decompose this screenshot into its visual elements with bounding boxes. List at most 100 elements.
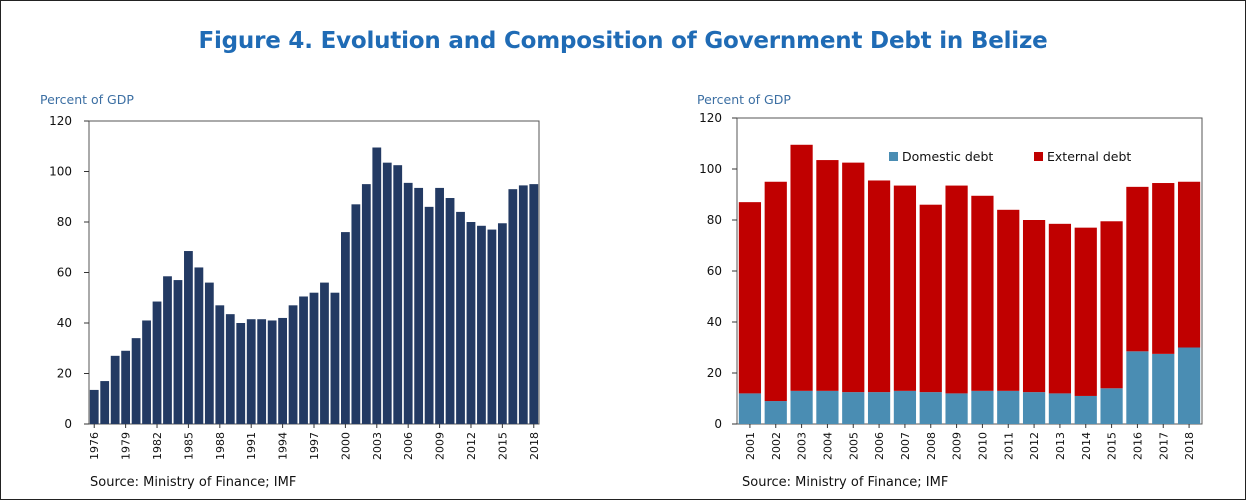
- left-bar-2005: [393, 165, 403, 424]
- right-x-tick-label: 2016: [1131, 432, 1144, 460]
- left-bar-2001: [351, 204, 361, 424]
- left-y-tick-label: 100: [49, 165, 72, 179]
- left-x-tick-label: 1976: [88, 432, 101, 460]
- left-y-tick-label: 0: [64, 417, 72, 431]
- external-debt-bar-2011: [997, 209, 1020, 391]
- domestic-debt-bar-2006: [867, 392, 891, 424]
- external-debt-bar-2008: [919, 204, 942, 393]
- external-debt-bar-2010: [971, 195, 994, 391]
- domestic-debt-bar-2015: [1100, 388, 1123, 424]
- right-x-tick-label: 2007: [899, 432, 912, 460]
- left-bar-1984: [173, 280, 183, 424]
- left-bar-2012: [466, 222, 476, 424]
- external-debt-bar-2002: [764, 181, 787, 402]
- left-y-tick-label: 120: [49, 114, 72, 128]
- left-bar-1991: [246, 319, 256, 424]
- left-x-tick-label: 2015: [496, 432, 509, 460]
- external-debt-bar-2012: [1022, 220, 1046, 393]
- right-y-tick-label: 80: [707, 213, 722, 227]
- legend-swatch-external: [1034, 152, 1043, 161]
- left-bar-2006: [403, 182, 413, 424]
- left-bar-1981: [142, 320, 151, 424]
- left-bar-1997: [309, 292, 319, 424]
- domestic-debt-bar-2001: [738, 393, 762, 424]
- left-y-tick-label: 60: [57, 266, 72, 280]
- domestic-debt-bar-2010: [971, 390, 994, 424]
- domestic-debt-bar-2014: [1074, 395, 1097, 424]
- legend-label-external: External debt: [1047, 149, 1131, 164]
- external-debt-bar-2007: [893, 185, 917, 391]
- left-chart-source: Source: Ministry of Finance; IMF: [90, 475, 297, 490]
- external-debt-bar-2003: [790, 144, 813, 391]
- left-bar-2000: [341, 232, 350, 424]
- right-x-tick-label: 2017: [1157, 432, 1170, 460]
- left-bar-1978: [110, 355, 120, 424]
- right-x-tick-label: 2006: [873, 432, 886, 460]
- right-y-tick-label: 0: [714, 417, 722, 431]
- left-y-tick-label: 20: [57, 367, 72, 381]
- right-x-tick-label: 2002: [770, 432, 783, 460]
- right-x-tick-label: 2013: [1054, 432, 1067, 460]
- external-debt-bar-2014: [1074, 227, 1097, 396]
- left-bar-1990: [236, 323, 246, 424]
- domestic-debt-bar-2007: [893, 390, 917, 424]
- right-x-tick-label: 2003: [796, 432, 809, 460]
- left-bar-2002: [361, 184, 371, 424]
- left-bar-1977: [100, 381, 110, 424]
- right-x-tick-label: 2015: [1106, 432, 1119, 460]
- right-x-tick-label: 2014: [1080, 432, 1093, 460]
- left-bar-1993: [267, 320, 277, 424]
- left-bar-2015: [497, 223, 507, 424]
- left-x-tick-label: 1997: [308, 432, 321, 460]
- domestic-debt-bar-2002: [764, 401, 787, 424]
- domestic-debt-bar-2013: [1048, 393, 1072, 424]
- domestic-debt-bar-2018: [1177, 347, 1201, 424]
- left-x-tick-label: 2012: [465, 432, 478, 460]
- left-bar-2016: [508, 189, 518, 424]
- left-bar-1992: [257, 319, 267, 424]
- left-x-tick-label: 1988: [214, 432, 227, 460]
- left-x-tick-label: 1991: [245, 432, 258, 460]
- left-bar-1982: [152, 301, 162, 424]
- left-bar-2010: [445, 198, 455, 424]
- right-x-tick-label: 2001: [744, 432, 757, 460]
- left-bar-1976: [89, 389, 99, 424]
- external-debt-bar-2015: [1100, 221, 1123, 389]
- left-bar-1985: [184, 251, 193, 424]
- external-debt-bar-2009: [945, 185, 968, 394]
- right-y-tick-label: 120: [699, 111, 722, 125]
- left-x-tick-label: 2003: [371, 432, 384, 460]
- external-debt-bar-2017: [1152, 183, 1175, 354]
- left-bar-2003: [372, 147, 382, 424]
- left-chart-y-unit: Percent of GDP: [40, 92, 134, 107]
- domestic-debt-bar-2009: [945, 393, 968, 424]
- external-debt-bar-2005: [842, 162, 865, 393]
- right-chart-y-unit: Percent of GDP: [697, 92, 791, 107]
- right-x-tick-label: 2009: [951, 432, 964, 460]
- external-debt-bar-2018: [1177, 181, 1201, 348]
- left-x-tick-label: 1994: [277, 432, 290, 460]
- domestic-debt-bar-2008: [919, 392, 942, 424]
- right-x-tick-label: 2010: [976, 432, 989, 460]
- left-bar-1980: [131, 338, 141, 424]
- domestic-debt-bar-2004: [816, 390, 839, 424]
- left-bar-2018: [529, 184, 539, 424]
- legend-label-domestic: Domestic debt: [902, 149, 993, 164]
- left-bar-1983: [163, 276, 172, 424]
- external-debt-bar-2001: [738, 202, 762, 394]
- right-y-tick-label: 60: [707, 264, 722, 278]
- left-bar-2007: [414, 187, 424, 424]
- external-debt-bar-2013: [1048, 223, 1072, 394]
- left-bar-1988: [215, 305, 225, 424]
- left-bar-1999: [330, 292, 340, 424]
- right-chart-source: Source: Ministry of Finance; IMF: [742, 475, 949, 490]
- domestic-debt-bar-2017: [1152, 353, 1175, 424]
- right-x-tick-label: 2004: [821, 432, 834, 460]
- left-bar-2004: [382, 162, 392, 424]
- right-x-tick-label: 2012: [1028, 432, 1041, 460]
- left-bar-1989: [225, 314, 235, 424]
- right-y-tick-label: 100: [699, 162, 722, 176]
- left-bar-1998: [320, 282, 329, 424]
- external-debt-bar-2016: [1126, 186, 1149, 352]
